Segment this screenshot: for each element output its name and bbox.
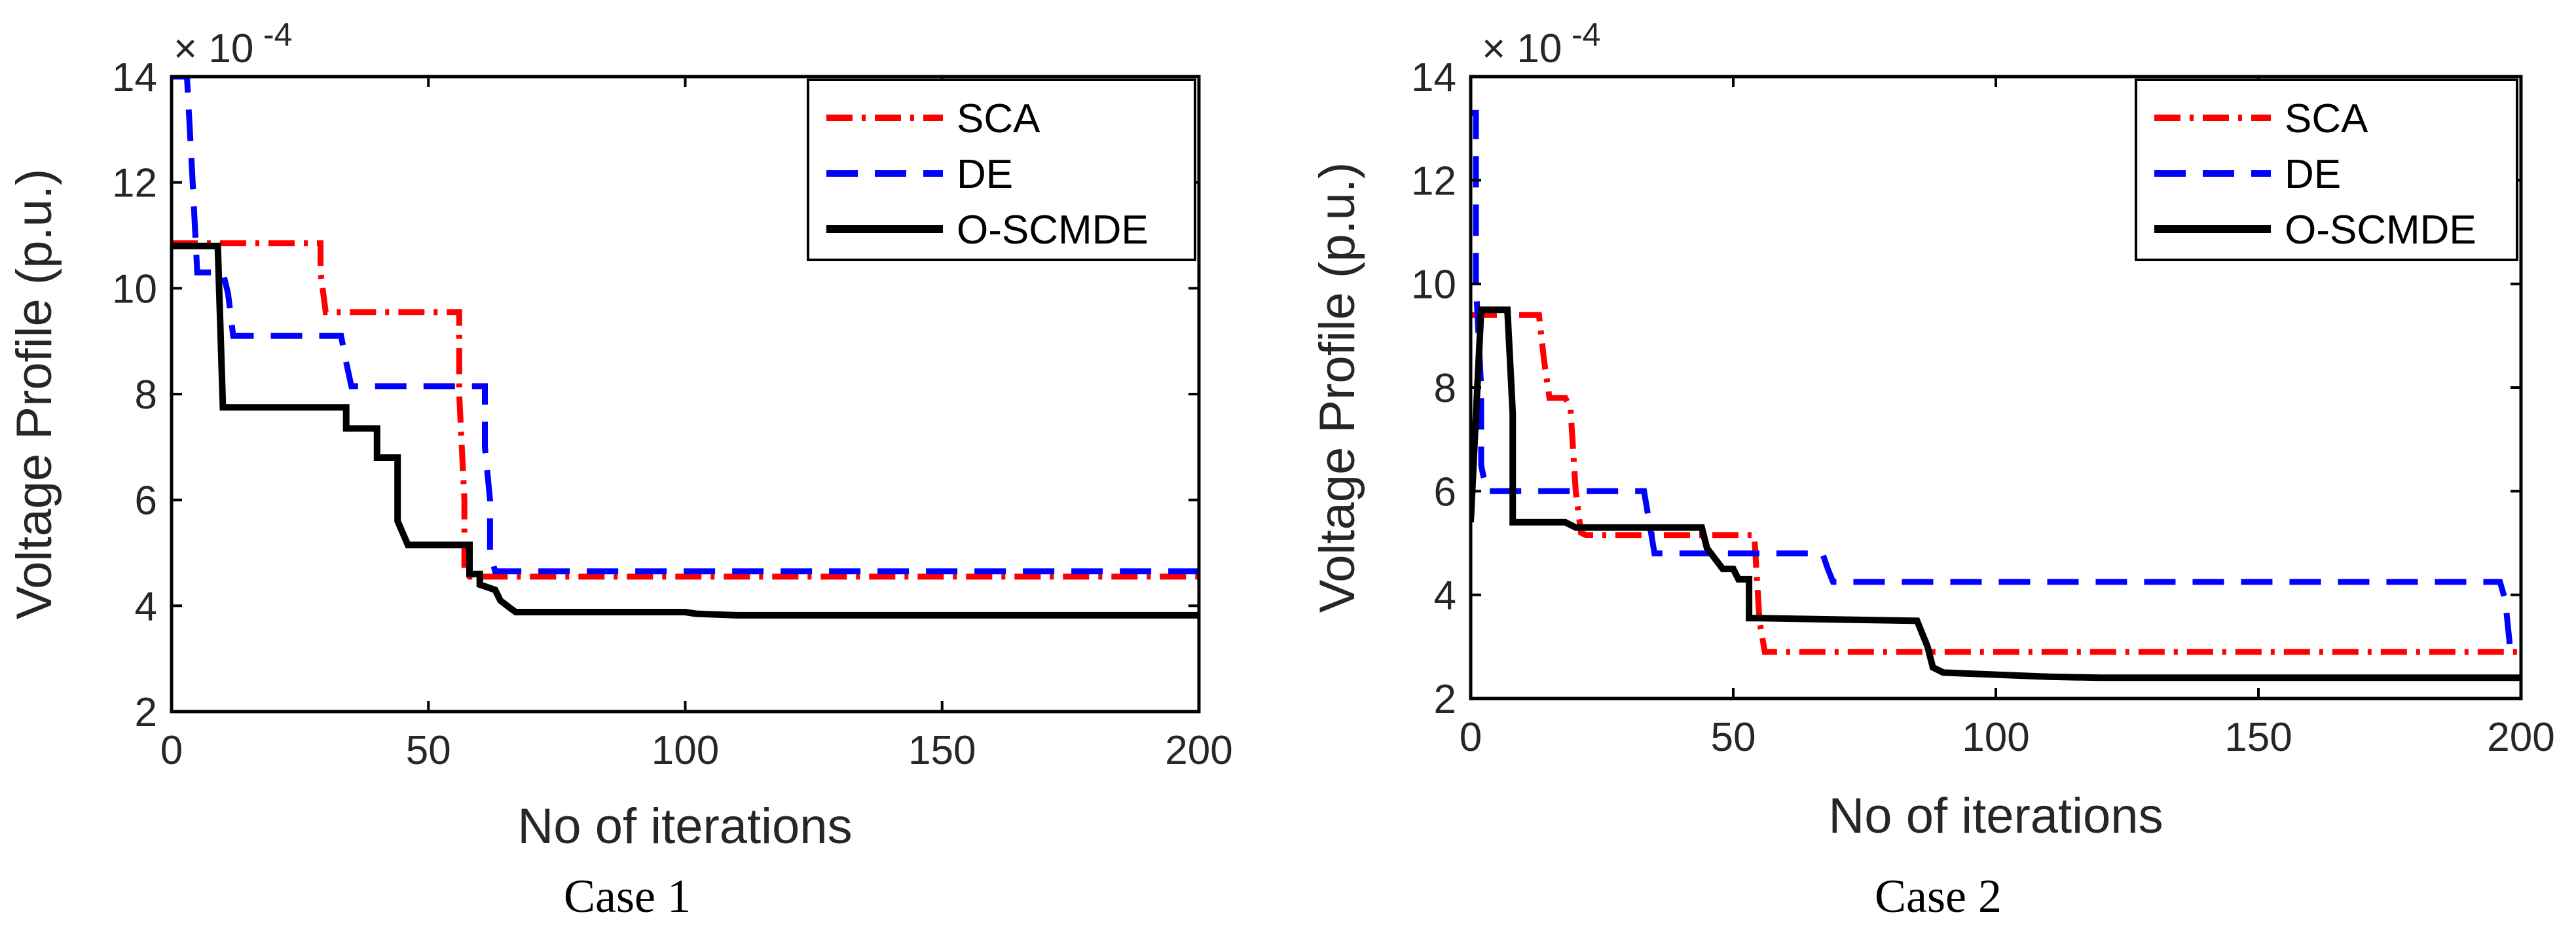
y-axis-label: Voltage Profile (p.u.)	[1310, 162, 1365, 613]
x-tick-label: 0	[1460, 715, 1482, 760]
y-multiplier-base: × 10	[1482, 26, 1562, 71]
case-caption: Case 1	[564, 870, 691, 922]
y-multiplier-exponent: -4	[1572, 16, 1600, 53]
x-tick-label: 50	[1711, 715, 1756, 760]
series-line-o-scmde	[172, 242, 1199, 619]
y-tick-label: 2	[135, 690, 157, 735]
y-tick-label: 14	[112, 55, 157, 100]
legend: SCA DE O-SCMDE	[2135, 79, 2518, 261]
legend-label-sca: SCA	[2285, 96, 2368, 141]
x-tick-label: 100	[1962, 715, 2029, 760]
y-tick-label: 10	[1411, 263, 1456, 308]
y-axis-label: Voltage Profile (p.u.)	[7, 169, 62, 620]
y-tick-label: 4	[135, 584, 157, 629]
x-tick-label: 200	[2487, 715, 2554, 760]
series-line-de	[1471, 109, 2521, 655]
x-tick-label: 150	[2224, 715, 2292, 760]
x-tick-label: 200	[1165, 728, 1232, 773]
x-tick-label: 150	[908, 728, 976, 773]
series-line-o-scmde	[1471, 306, 2521, 681]
y-multiplier-base: × 10	[174, 26, 253, 71]
legend-label-sca: SCA	[957, 96, 1040, 141]
series-line-sca	[172, 240, 1199, 580]
y-tick-label: 8	[1434, 366, 1456, 411]
legend-label-de: DE	[957, 152, 1013, 197]
y-multiplier-exponent: -4	[263, 16, 292, 53]
y-tick-label: 6	[1434, 469, 1456, 515]
y-tick-label: 4	[1434, 573, 1456, 619]
y-tick-label: 8	[135, 372, 157, 418]
legend-label-de: DE	[2285, 152, 2341, 197]
x-tick-label: 100	[652, 728, 719, 773]
chart-panel-case-2: 2 4 6 8 10 12 14 0 50 100 150 200 × 10 -4 No of ite…	[1310, 16, 2555, 922]
y-tick-label: 6	[135, 479, 157, 524]
legend-label-o-scmde: O-SCMDE	[2285, 208, 2476, 253]
x-tick-label: 0	[160, 728, 183, 773]
case-caption: Case 2	[1875, 870, 2002, 922]
y-tick-label: 14	[1411, 55, 1456, 100]
series-line-de	[172, 77, 1199, 575]
y-tick-label: 12	[1411, 158, 1456, 204]
y-tick-label: 10	[112, 266, 157, 312]
x-tick-label: 50	[406, 728, 451, 773]
legend-label-o-scmde: O-SCMDE	[957, 208, 1149, 253]
y-tick-label: 12	[112, 161, 157, 206]
chart-panel-case-1: 2 4 6 8 10 12 14 0 50 100 150 200 × 10 -4 No of ite…	[7, 16, 1233, 922]
x-axis-label: No of iterations	[1828, 788, 2163, 844]
legend: SCA DE O-SCMDE	[807, 79, 1196, 261]
x-axis-label: No of iterations	[517, 799, 852, 854]
y-tick-label: 2	[1434, 677, 1456, 722]
series-line-sca	[1471, 312, 2521, 655]
